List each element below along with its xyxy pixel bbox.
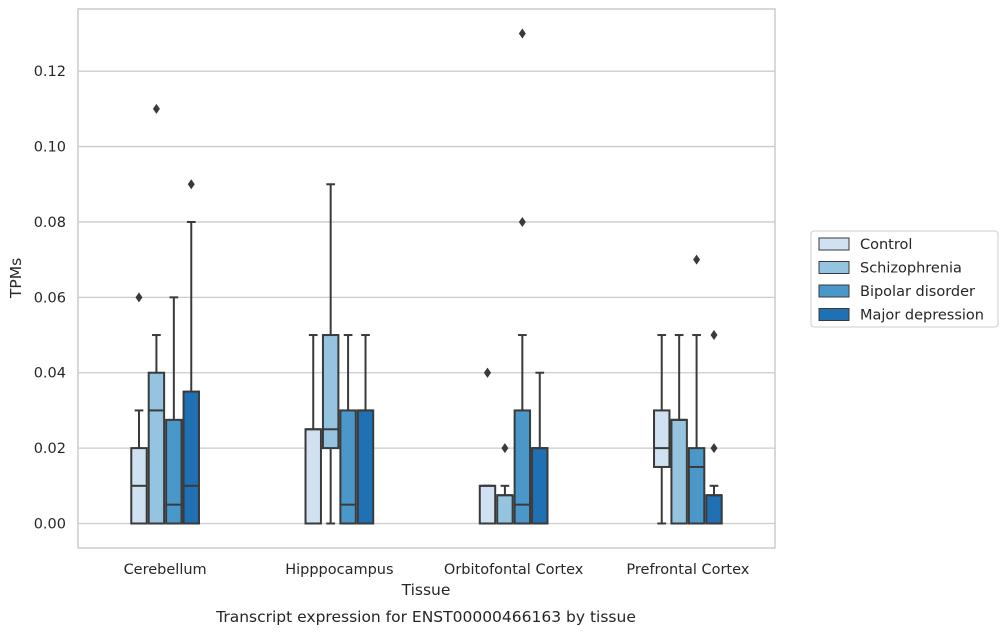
- y-axis-label: TPMs: [7, 258, 25, 299]
- x-tick-label: Prefrontal Cortex: [626, 562, 749, 578]
- outlier-point: [710, 330, 718, 341]
- box-iqr: [339, 409, 357, 525]
- box-iqr: [531, 447, 549, 525]
- box-iqr: [670, 418, 688, 525]
- y-tick-label: 0.12: [34, 64, 66, 80]
- outlier-point: [518, 28, 526, 39]
- box-control: [130, 292, 148, 525]
- legend-label: Schizophrenia: [860, 261, 962, 277]
- box-major-depression: [531, 371, 549, 525]
- box-major-depression: [705, 330, 723, 525]
- box-iqr: [304, 428, 322, 525]
- box-iqr: [513, 409, 532, 525]
- box-control: [304, 334, 322, 525]
- y-tick-label: 0.08: [34, 215, 66, 231]
- outlier-point: [135, 292, 143, 303]
- box-bipolar-disorder: [513, 28, 532, 525]
- legend-swatch: [818, 308, 850, 321]
- box-iqr: [705, 494, 723, 525]
- x-axis-label: Tissue: [401, 581, 451, 599]
- y-tick-label: 0.00: [34, 517, 66, 533]
- y-tick-label: 0.02: [34, 441, 66, 457]
- box-major-depression: [356, 334, 375, 525]
- legend-swatch: [818, 261, 850, 274]
- legend: Control Schizophrenia Bipolar disorder Majo…: [810, 230, 999, 328]
- legend-label: Control: [860, 237, 912, 253]
- box-bipolar-disorder: [165, 296, 183, 525]
- outlier-point: [710, 443, 718, 454]
- box-iqr: [165, 418, 183, 525]
- y-axis-ticks: 0.00 0.02 0.04 0.06 0.08 0.10 0.12: [34, 64, 66, 532]
- box-iqr: [496, 494, 514, 525]
- plot-frame: [77, 8, 776, 549]
- box-major-depression: [182, 179, 200, 525]
- box-iqr: [321, 334, 340, 450]
- outlier-point: [152, 103, 160, 114]
- box-bipolar-disorder: [687, 254, 706, 525]
- outlier-point: [501, 443, 509, 454]
- box-bipolar-disorder: [339, 334, 357, 525]
- box-control: [653, 334, 671, 525]
- outlier-point: [187, 179, 195, 190]
- legend-label: Bipolar disorder: [860, 284, 975, 300]
- y-tick-label: 0.04: [34, 366, 66, 382]
- legend-swatch: [818, 284, 850, 298]
- legend-frame: [810, 230, 999, 328]
- legend-swatch: [818, 237, 850, 251]
- outlier-point: [518, 216, 526, 227]
- box-schizophrenia: [496, 443, 514, 525]
- box-iqr: [687, 447, 706, 525]
- box-schizophrenia: [670, 334, 688, 525]
- box-schizophrenia: [147, 103, 166, 525]
- box-control: [478, 367, 497, 525]
- box-iqr: [147, 371, 166, 525]
- boxes: [130, 28, 723, 525]
- x-tick-label: Orbitofontal Cortex: [444, 562, 584, 578]
- box-schizophrenia: [321, 183, 340, 525]
- y-tick-label: 0.10: [34, 140, 66, 156]
- x-tick-label: Cerebellum: [124, 562, 207, 578]
- box-iqr: [478, 484, 497, 525]
- x-axis-ticks: Cerebellum Hipppocampus Orbitofontal Corte…: [124, 562, 750, 578]
- box-iqr: [653, 409, 671, 468]
- x-tick-label: Hipppocampus: [285, 562, 393, 578]
- outlier-point: [693, 254, 701, 265]
- figure-caption: Transcript expression for ENST0000046616…: [215, 608, 636, 626]
- legend-label: Major depression: [860, 308, 984, 324]
- y-tick-label: 0.06: [34, 290, 66, 306]
- box-iqr: [356, 409, 375, 525]
- box-iqr: [182, 390, 200, 525]
- outlier-point: [483, 367, 491, 378]
